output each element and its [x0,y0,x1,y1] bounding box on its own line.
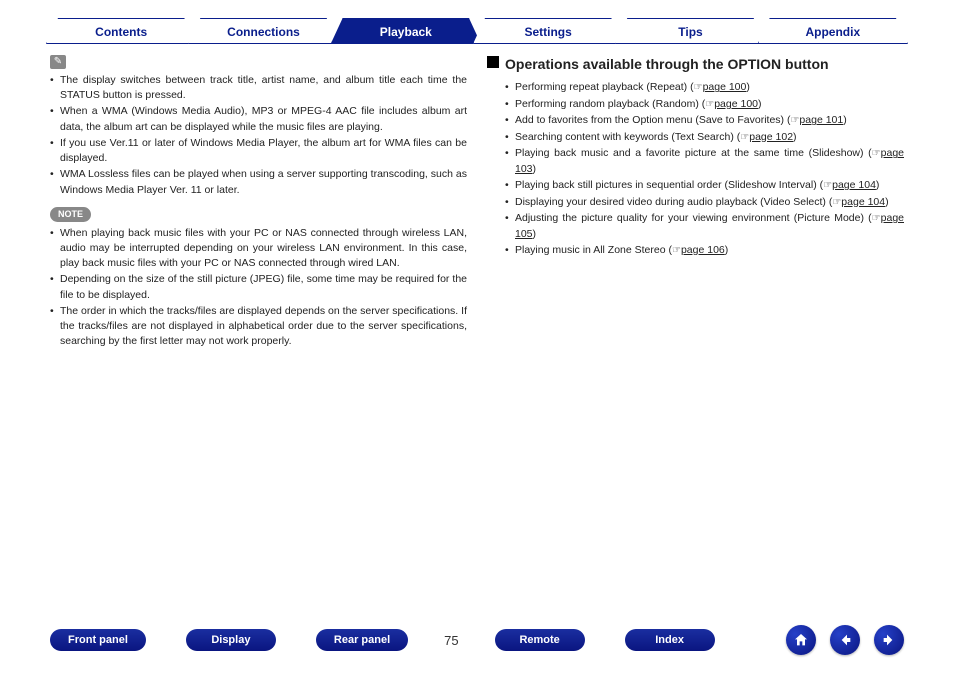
option-item-text: Playing back music and a favorite pictur… [515,147,872,159]
option-item-suffix: ) [533,163,537,175]
edit-icon: ✎ [50,55,66,69]
index-button[interactable]: Index [625,629,715,651]
note-list: When playing back music files with your … [50,226,467,350]
note-item: The order in which the tracks/files are … [50,304,467,350]
option-item: Performing random playback (Random) (☞pa… [505,97,904,113]
remote-button[interactable]: Remote [495,629,585,651]
next-button[interactable] [874,625,904,655]
hand-icon: ☞ [740,132,749,143]
note-badge: NOTE [50,207,91,222]
hand-icon: ☞ [872,148,881,159]
page-link[interactable]: page 106 [681,244,725,256]
option-item: Playing music in All Zone Stereo (☞page … [505,243,904,259]
info-list: The display switches between track title… [50,73,467,198]
option-operations-list: Performing repeat playback (Repeat) (☞pa… [487,80,904,258]
option-item: Adjusting the picture quality for your v… [505,211,904,242]
info-item: When a WMA (Windows Media Audio), MP3 or… [50,104,467,134]
option-item-text: Adjusting the picture quality for your v… [515,212,872,224]
tab-contents[interactable]: Contents [46,18,196,44]
nav-icons [786,625,904,655]
page-link[interactable]: page 101 [799,114,843,126]
option-item: Searching content with keywords (Text Se… [505,130,904,146]
rear-panel-button[interactable]: Rear panel [316,629,408,651]
hand-icon: ☞ [872,213,881,224]
note-item: Depending on the size of the still pictu… [50,272,467,302]
page-link[interactable]: page 104 [832,179,876,191]
option-item-text: Add to favorites from the Option menu (S… [515,114,790,126]
hand-icon: ☞ [823,180,832,191]
option-item: Playing back still pictures in sequentia… [505,178,904,194]
option-item: Add to favorites from the Option menu (S… [505,113,904,129]
option-item-text: Performing random playback (Random) ( [515,98,705,110]
bottom-pills-right: Remote Index [495,629,715,651]
option-item-suffix: ) [876,179,880,191]
tab-appendix[interactable]: Appendix [758,18,908,44]
option-item-suffix: ) [885,196,889,208]
tab-settings[interactable]: Settings [473,18,623,44]
info-item: The display switches between track title… [50,73,467,103]
option-item-suffix: ) [746,81,750,93]
section-header: Operations available through the OPTION … [487,54,904,74]
front-panel-button[interactable]: Front panel [50,629,146,651]
top-tab-nav: ContentsConnectionsPlaybackSettingsTipsA… [0,0,954,44]
tab-playback[interactable]: Playback [331,18,481,44]
page-link[interactable]: page 100 [714,98,758,110]
bottom-nav: Front panel Display Rear panel 75 Remote In… [0,625,954,655]
page-link[interactable]: page 100 [703,81,747,93]
hand-icon: ☞ [705,99,714,110]
option-item-text: Playing back still pictures in sequentia… [515,179,823,191]
option-item: Performing repeat playback (Repeat) (☞pa… [505,80,904,96]
left-column: ✎ The display switches between track tit… [50,54,467,351]
tab-connections[interactable]: Connections [188,18,338,44]
option-item: Displaying your desired video during aud… [505,195,904,211]
option-item-text: Displaying your desired video during aud… [515,196,832,208]
info-item: If you use Ver.11 or later of Windows Me… [50,136,467,166]
hand-icon: ☞ [694,82,703,93]
info-item: WMA Lossless files can be played when us… [50,167,467,197]
bottom-pills-left: Front panel Display Rear panel [50,629,408,651]
prev-button[interactable] [830,625,860,655]
hand-icon: ☞ [832,197,841,208]
option-item-text: Searching content with keywords (Text Se… [515,131,740,143]
option-item-suffix: ) [793,131,797,143]
right-column: Operations available through the OPTION … [487,54,904,351]
hand-icon: ☞ [672,245,681,256]
option-item-text: Performing repeat playback (Repeat) ( [515,81,694,93]
option-item-suffix: ) [533,228,537,240]
tab-tips[interactable]: Tips [615,18,765,44]
option-item-suffix: ) [843,114,847,126]
option-item: Playing back music and a favorite pictur… [505,146,904,177]
page-number: 75 [436,633,466,648]
option-item-suffix: ) [758,98,762,110]
page-link[interactable]: page 102 [749,131,793,143]
main-content: ✎ The display switches between track tit… [0,44,954,351]
page-link[interactable]: page 104 [841,196,885,208]
option-item-text: Playing music in All Zone Stereo ( [515,244,672,256]
option-item-suffix: ) [725,244,729,256]
home-button[interactable] [786,625,816,655]
display-button[interactable]: Display [186,629,276,651]
note-item: When playing back music files with your … [50,226,467,272]
